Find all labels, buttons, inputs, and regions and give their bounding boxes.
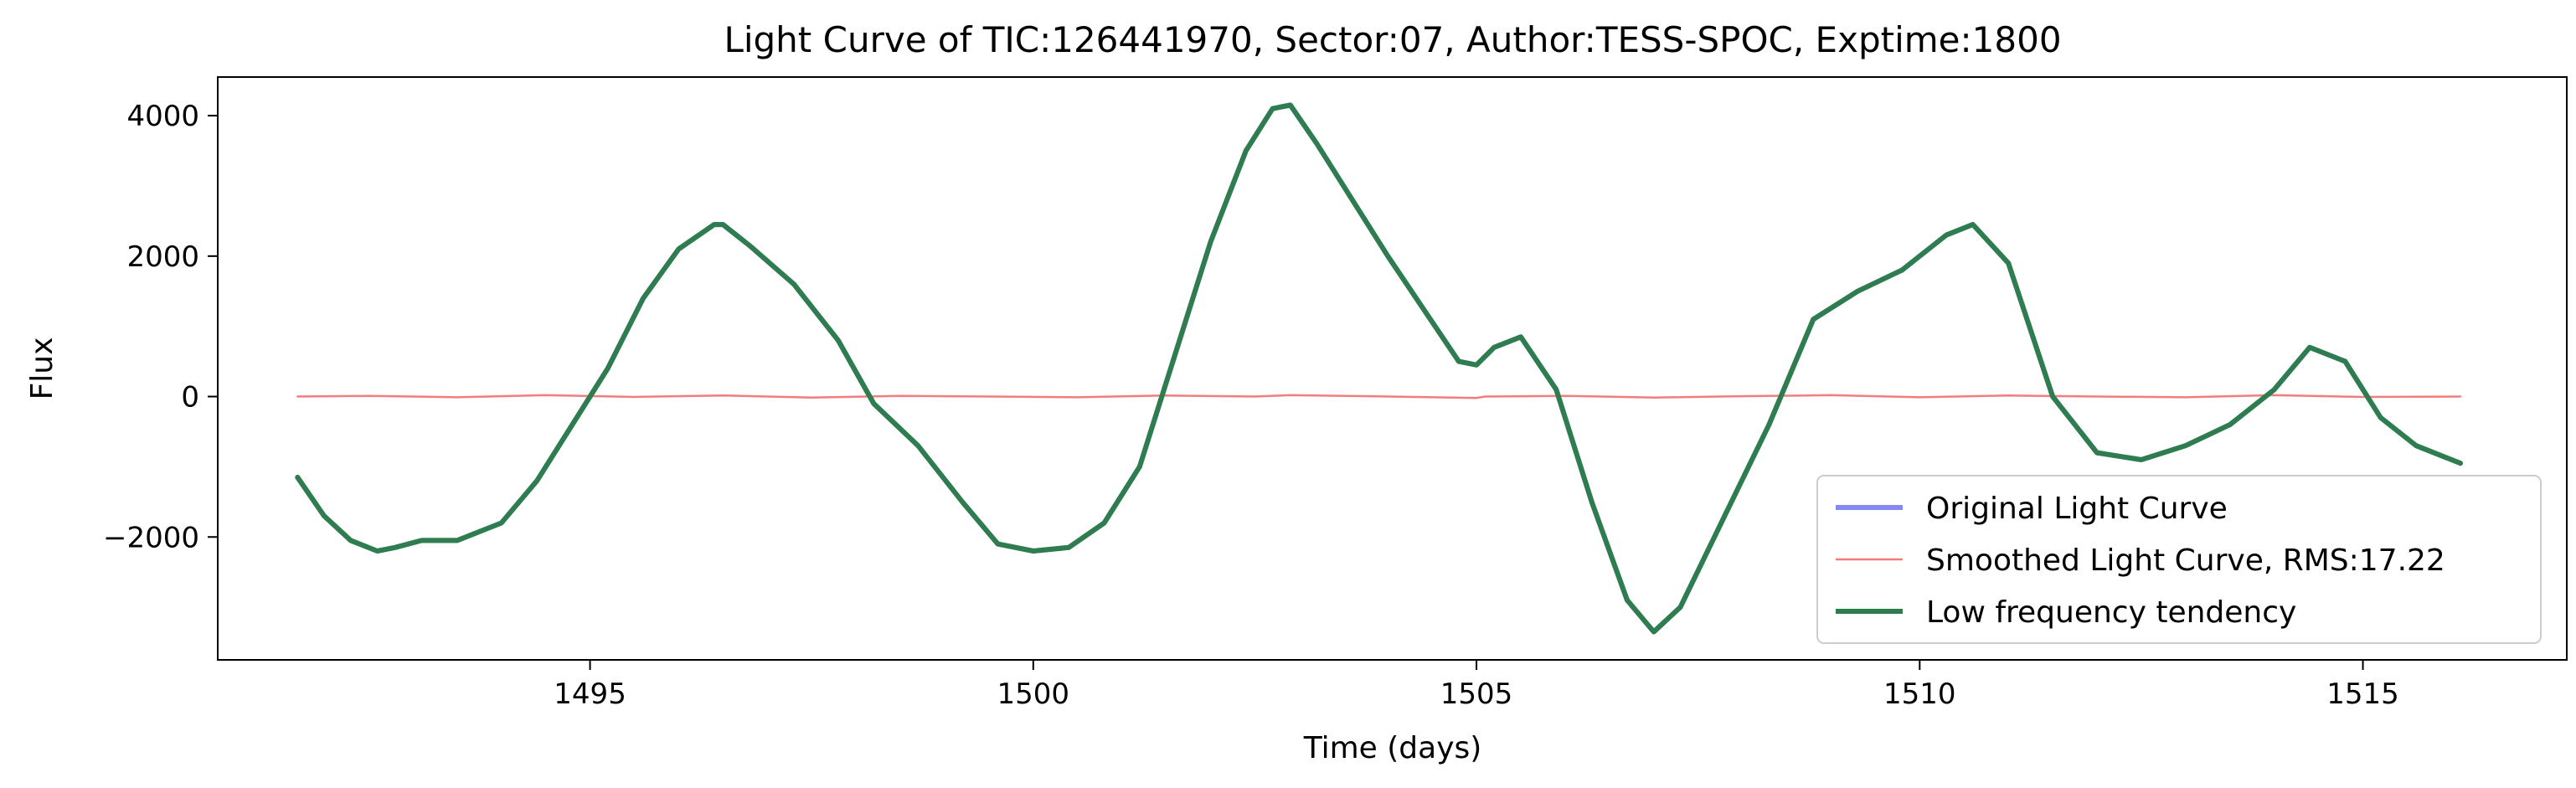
y-tick-label: 2000 <box>126 240 199 274</box>
x-tick-label: 1500 <box>997 677 1070 711</box>
legend-entry-original: Original Light Curve <box>1926 492 2228 526</box>
x-tick-label: 1510 <box>1883 677 1956 711</box>
legend-entry-smoothed: Smoothed Light Curve, RMS:17.22 <box>1926 543 2445 578</box>
y-axis-label: Flux <box>25 337 59 400</box>
y-tick-label: 0 <box>181 381 199 415</box>
series-line-low-frequency <box>295 102 2463 635</box>
series-line-smoothed <box>296 394 2462 399</box>
chart-title: Light Curve of TIC:126441970, Sector:07,… <box>724 19 2061 60</box>
legend-box <box>1816 475 2542 644</box>
legend-entry-low-frequency: Low frequency tendency <box>1926 595 2296 630</box>
x-tick-label: 1495 <box>554 677 626 711</box>
plot-frame <box>217 76 2568 661</box>
y-tick-label: −2000 <box>103 521 199 554</box>
legend: Original Light Curve Smoothed Light Curve… <box>1816 475 2542 644</box>
x-tick-label: 1515 <box>2326 677 2399 711</box>
x-axis-label: Time (days) <box>1303 731 1482 765</box>
x-axis: 1495 1500 1505 1510 1515 <box>554 660 2399 711</box>
y-tick-label: 4000 <box>126 100 199 133</box>
series-layer <box>295 102 2463 635</box>
x-tick-label: 1505 <box>1440 677 1513 711</box>
y-axis: −2000 0 2000 4000 <box>103 100 218 554</box>
